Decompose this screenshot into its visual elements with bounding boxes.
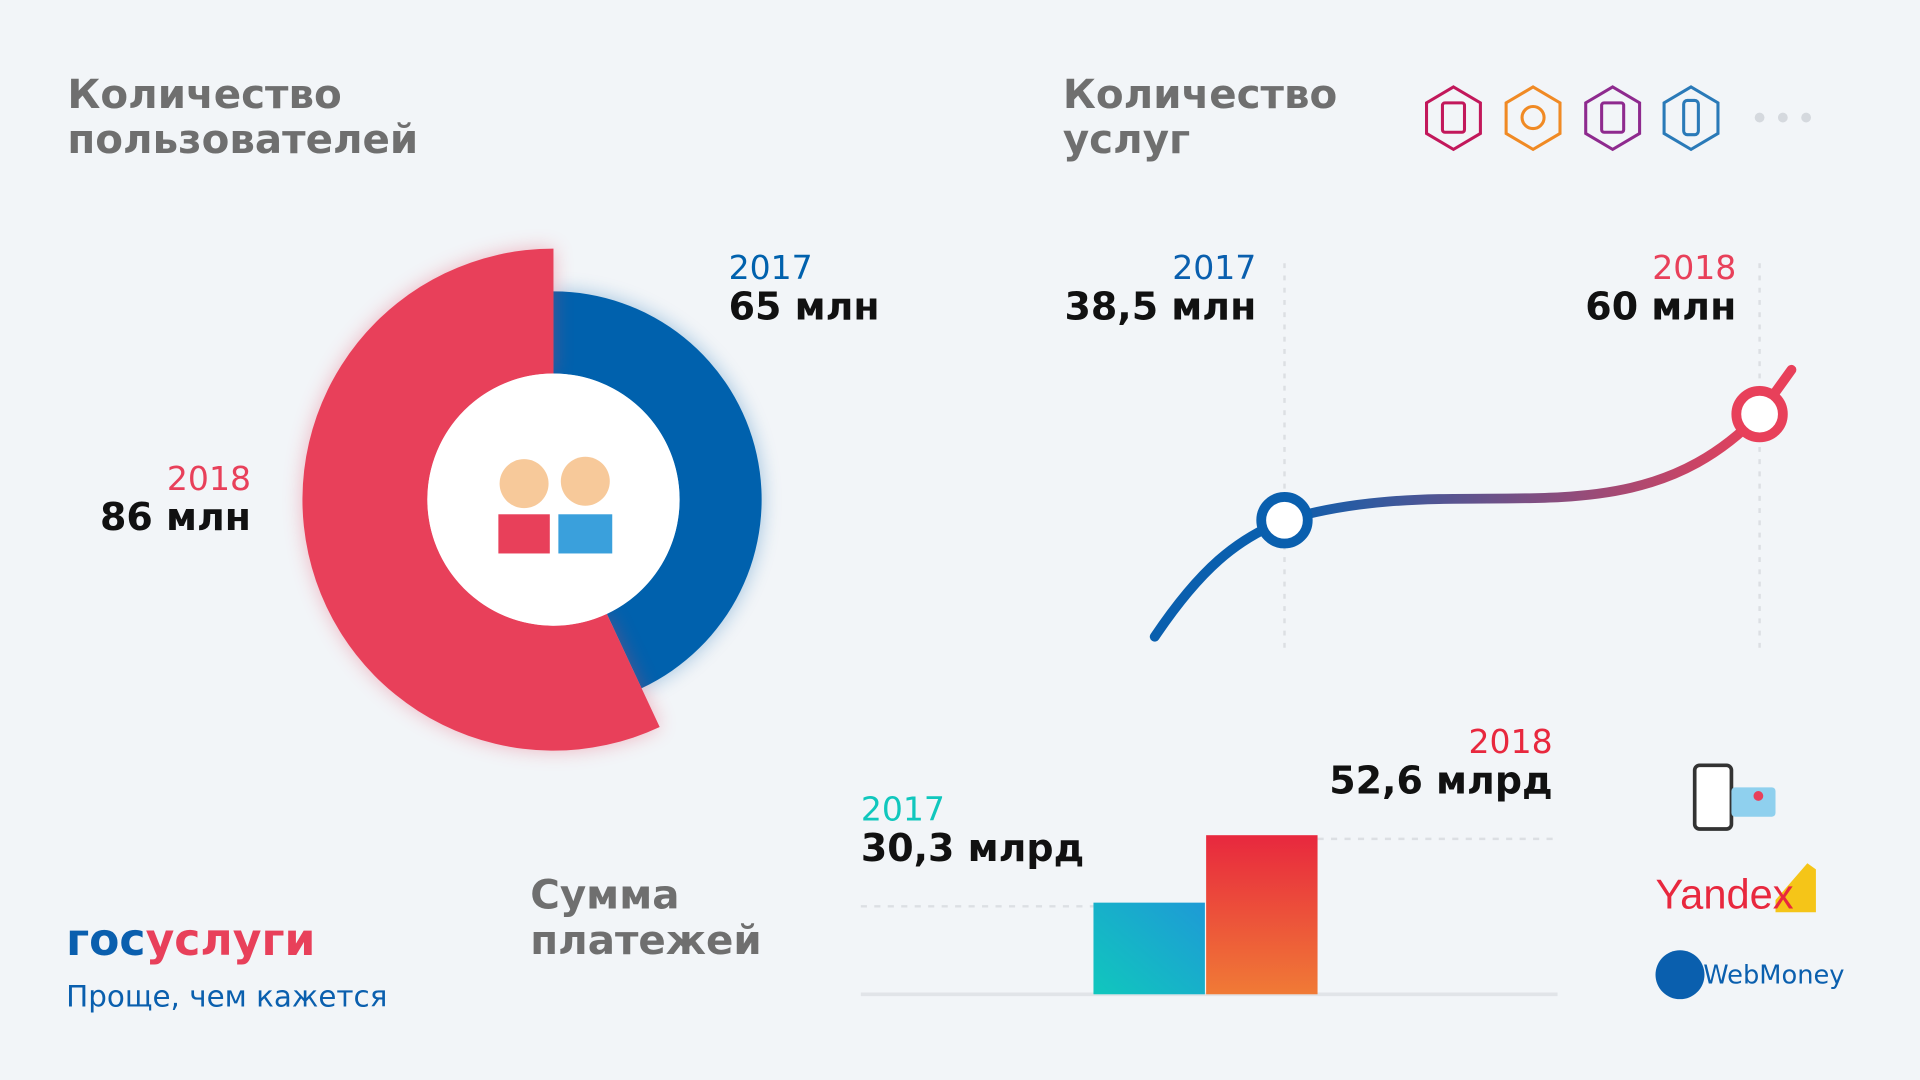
year-label: 2018 <box>167 459 251 498</box>
brand-part: гос <box>66 915 145 966</box>
donut-segment <box>302 248 660 751</box>
year-label: 2017 <box>1172 248 1256 287</box>
line-series <box>1283 410 1764 525</box>
chart-title: пользователей <box>67 115 418 163</box>
donut-hole <box>427 373 680 626</box>
value-label: 30,3 млрд <box>861 826 1084 870</box>
bar <box>1206 835 1318 995</box>
year-label: 2018 <box>1652 248 1736 287</box>
service-icons <box>1425 85 1812 152</box>
avatar <box>558 514 613 554</box>
value-label: 38,5 млн <box>1064 285 1256 329</box>
chart-title: платежей <box>530 916 761 964</box>
line-point <box>1731 385 1788 443</box>
payment-name: Yandex <box>1656 871 1794 918</box>
payment-name: WebMoney <box>1703 960 1844 990</box>
bar <box>1093 902 1205 995</box>
avatar <box>498 514 550 554</box>
value-label: 60 млн <box>1585 285 1736 329</box>
chart-title: Количество <box>1063 70 1337 118</box>
brand-slogan: Проще, чем кажется <box>66 980 387 1014</box>
payment-icons <box>1655 763 1816 1000</box>
year-label: 2017 <box>729 248 813 287</box>
line-point <box>1256 492 1313 549</box>
year-label: 2018 <box>1469 722 1553 761</box>
donut-segment <box>553 291 762 689</box>
chart-title: Количество <box>67 70 341 118</box>
value-label: 65 млн <box>729 285 880 329</box>
avatar <box>499 459 549 509</box>
brand-part: услуги <box>146 915 316 966</box>
avatar <box>560 456 610 506</box>
value-label: 86 млн <box>100 495 251 539</box>
year-label: 2017 <box>861 789 945 828</box>
value-label: 52,6 млрд <box>1329 758 1552 802</box>
brand-logo: госуслуги <box>66 915 315 966</box>
chart-title: Сумма <box>530 871 679 919</box>
chart-title: услуг <box>1063 115 1190 163</box>
